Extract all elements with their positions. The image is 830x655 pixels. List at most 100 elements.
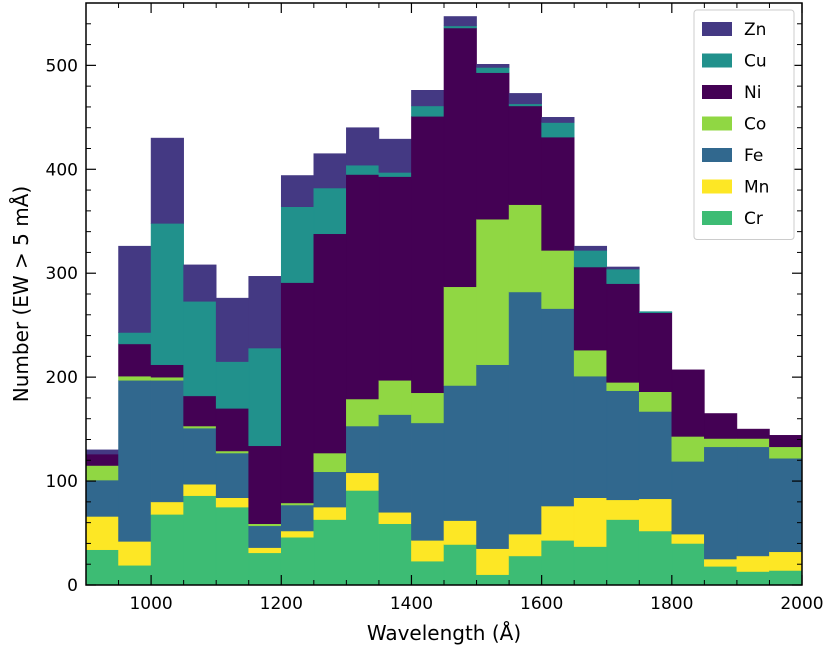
bar-cu-1650 <box>573 250 608 268</box>
histogram-bars <box>85 16 803 586</box>
legend-swatch-cu <box>702 53 732 68</box>
bar-cr-950 <box>118 564 152 586</box>
bar-co-1400 <box>411 392 445 424</box>
bar-cr-900 <box>85 549 119 586</box>
bar-cu-1500 <box>476 67 510 73</box>
y-tick-label: 100 <box>46 472 78 492</box>
bar-co-1750 <box>638 391 673 412</box>
bar-fe-1150 <box>248 525 282 548</box>
bar-zn-950 <box>118 245 152 333</box>
y-axis-label: Number (EW > 5 mÅ) <box>9 186 33 402</box>
bar-cr-1000 <box>150 514 184 586</box>
bar-mn-1300 <box>346 472 380 491</box>
bar-fe-1000 <box>150 379 184 503</box>
bar-ni-1300 <box>346 174 380 400</box>
bar-ni-1500 <box>476 72 510 220</box>
bar-zn-1350 <box>378 138 412 173</box>
bar-fe-1650 <box>573 375 608 499</box>
legend-label-co: Co <box>744 115 766 135</box>
bar-cu-1100 <box>215 361 250 409</box>
legend-label-cu: Cu <box>744 52 767 72</box>
x-tick-label: 2000 <box>780 594 823 614</box>
bar-cu-1000 <box>150 223 184 365</box>
bar-mn-1550 <box>508 533 542 557</box>
bar-co-1450 <box>443 286 477 386</box>
bar-ni-1850 <box>704 413 738 439</box>
bar-ni-1600 <box>541 136 575 251</box>
bar-zn-1550 <box>508 93 542 105</box>
bar-co-1500 <box>476 218 510 365</box>
bar-co-1250 <box>313 452 347 473</box>
legend: Zn Cu Ni Co Fe Mn Cr <box>693 9 795 240</box>
axis-ticks: 1000 1200 1400 1600 1800 2000 0 100 200 300 400 500 <box>46 2 824 614</box>
bar-fe-900 <box>85 479 119 517</box>
bar-cu-1200 <box>280 206 315 283</box>
bar-mn-1650 <box>573 497 608 547</box>
bar-cu-1450 <box>443 25 477 29</box>
bar-mn-1600 <box>541 505 575 541</box>
bar-fe-1900 <box>736 446 770 557</box>
legend-label-cr: Cr <box>744 209 763 229</box>
bar-cr-1300 <box>346 490 380 586</box>
bar-co-1700 <box>606 382 640 391</box>
bar-co-1350 <box>378 379 412 415</box>
bar-mn-1350 <box>378 511 412 524</box>
bar-cr-1700 <box>606 519 640 586</box>
bar-ni-1750 <box>638 312 673 392</box>
bar-zn-1500 <box>476 64 510 68</box>
bar-co-1050 <box>183 425 217 429</box>
bar-fe-1550 <box>508 291 542 535</box>
legend-label-ni: Ni <box>744 83 761 103</box>
bar-mn-1450 <box>443 520 477 545</box>
bar-ni-1400 <box>411 115 445 394</box>
bar-zn-1250 <box>313 153 347 189</box>
bar-cr-1550 <box>508 555 542 586</box>
bar-mn-1850 <box>704 558 738 567</box>
bar-cr-1800 <box>671 543 705 586</box>
bar-cr-1500 <box>476 574 510 586</box>
bar-co-1000 <box>150 376 184 381</box>
x-tick-label: 1000 <box>129 594 172 614</box>
bar-co-1800 <box>671 436 705 462</box>
bar-fe-1300 <box>346 425 380 474</box>
bar-mn-1800 <box>671 533 705 544</box>
bar-fe-1950 <box>769 457 803 553</box>
bar-co-1150 <box>248 523 282 527</box>
x-tick-label: 1600 <box>520 594 563 614</box>
bar-zn-900 <box>85 449 119 455</box>
bar-cu-1050 <box>183 300 217 397</box>
bar-mn-1700 <box>606 499 640 520</box>
x-axis-label: Wavelength (Å) <box>367 621 521 645</box>
bar-zn-1100 <box>215 297 250 362</box>
bar-co-950 <box>118 375 152 381</box>
bar-mn-1100 <box>215 497 250 508</box>
bar-cu-1300 <box>346 164 380 175</box>
bar-fe-1750 <box>638 411 673 500</box>
bar-fe-1800 <box>671 461 705 535</box>
bar-co-1100 <box>215 450 250 454</box>
bar-co-1550 <box>508 204 542 293</box>
bar-co-1600 <box>541 250 575 309</box>
bar-cr-1600 <box>541 540 575 586</box>
legend-label-mn: Mn <box>744 178 769 198</box>
legend-swatch-ni <box>702 85 732 99</box>
bar-fe-1250 <box>313 471 347 508</box>
bar-mn-1400 <box>411 540 445 562</box>
bar-co-900 <box>85 465 119 481</box>
bar-fe-1200 <box>280 504 315 532</box>
bar-mn-950 <box>118 541 152 566</box>
legend-label-zn: Zn <box>744 20 766 40</box>
bar-cu-1600 <box>541 122 575 138</box>
bar-cu-1700 <box>606 268 640 284</box>
bar-cu-1250 <box>313 187 347 235</box>
bar-zn-1050 <box>183 264 217 302</box>
bar-cr-1350 <box>378 523 412 586</box>
bar-cr-1050 <box>183 495 217 586</box>
legend-swatch-mn <box>702 179 732 194</box>
bar-cr-1100 <box>215 506 250 586</box>
y-tick-label: 300 <box>46 264 78 284</box>
bar-fe-1500 <box>476 364 510 549</box>
bar-co-1200 <box>280 502 315 506</box>
bar-mn-1950 <box>769 551 803 571</box>
bar-co-1900 <box>736 438 770 448</box>
